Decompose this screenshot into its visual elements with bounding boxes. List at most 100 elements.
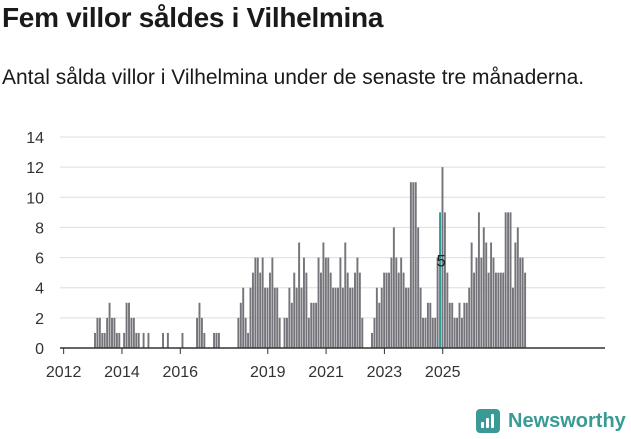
bar (446, 272, 449, 348)
bar (312, 302, 315, 348)
bar (332, 287, 335, 348)
bar (217, 332, 220, 348)
newsworthy-logo-text: Newsworthy (508, 409, 626, 432)
highlight-bar (439, 212, 442, 348)
bar (390, 257, 393, 348)
bar (108, 302, 111, 348)
bar (514, 242, 517, 348)
bar (327, 257, 330, 348)
bar (213, 332, 216, 348)
bar (504, 212, 507, 348)
y-tick-label: 0 (35, 341, 44, 358)
bar (303, 257, 305, 348)
bar (509, 212, 512, 348)
y-tick-label: 8 (35, 220, 44, 237)
y-tick-label: 10 (26, 190, 44, 207)
bar-chart: 0 2 4 6 8 10 12 14 2012 2014 2016 2019 2021 2023 2025 5 (26, 130, 605, 381)
bar (101, 332, 104, 348)
bar (130, 317, 133, 348)
bar (196, 317, 199, 348)
bar (320, 272, 322, 348)
bar (373, 317, 376, 348)
bar (480, 257, 483, 348)
bar (317, 257, 320, 348)
bar (300, 287, 303, 348)
bar (315, 302, 318, 348)
bar (507, 212, 510, 348)
x-tick-label: 2025 (425, 364, 461, 381)
bar (383, 272, 386, 348)
bar (361, 317, 364, 348)
bar (502, 272, 505, 348)
bar (106, 317, 109, 348)
bar (482, 227, 485, 348)
bar (400, 257, 403, 348)
bar (436, 257, 439, 348)
bar (453, 317, 456, 348)
page-subtitle: Antal sålda villor i Vilhelmina under de… (2, 66, 585, 89)
bar (307, 317, 310, 348)
bar (288, 287, 291, 348)
bar (492, 257, 495, 348)
bar (511, 287, 514, 348)
bar (346, 272, 349, 348)
bar (203, 332, 206, 348)
bar (524, 272, 527, 348)
bar (339, 257, 342, 348)
bar (358, 272, 361, 348)
bar (463, 302, 466, 348)
bar (237, 317, 240, 348)
bar (249, 287, 252, 348)
bar (132, 317, 135, 348)
bar (419, 287, 422, 348)
bar (337, 287, 339, 348)
bar (137, 332, 140, 348)
page-title: Fem villor såldes i Vilhelmina (2, 2, 384, 33)
x-tick-label: 2023 (367, 364, 403, 381)
bar (251, 272, 254, 348)
bar (276, 287, 279, 348)
bar (485, 242, 488, 348)
bar (375, 287, 378, 348)
bar (200, 317, 203, 348)
x-tick-label: 2014 (104, 364, 140, 381)
bar (351, 287, 354, 348)
bar (293, 272, 296, 348)
bar (521, 257, 524, 348)
bar (497, 272, 500, 348)
bar (285, 317, 288, 348)
bar (264, 287, 267, 348)
bar (268, 272, 271, 348)
bar (278, 317, 281, 348)
bar (456, 317, 459, 348)
bar (487, 272, 490, 348)
bar (324, 257, 327, 348)
bar (256, 257, 259, 348)
bar (295, 287, 298, 348)
bar (422, 317, 424, 348)
bar (305, 272, 308, 348)
bar (397, 272, 400, 348)
bar (215, 332, 218, 348)
bar (96, 317, 99, 348)
bar (111, 317, 113, 348)
bar (441, 167, 444, 348)
bar (329, 272, 332, 348)
bar (273, 287, 276, 348)
bar (385, 272, 388, 348)
bar (417, 227, 420, 348)
bar (380, 287, 383, 348)
bar (414, 182, 417, 348)
x-tick-label: 2021 (308, 364, 344, 381)
bar (473, 272, 476, 348)
bar (283, 317, 286, 348)
newsworthy-logo: Newsworthy (476, 409, 626, 433)
bar (477, 212, 480, 348)
bar (429, 302, 432, 348)
bar (344, 242, 347, 348)
y-tick-label: 4 (35, 281, 44, 298)
bar (118, 332, 121, 348)
x-tick-label: 2012 (46, 364, 82, 381)
bar (388, 272, 390, 348)
bar (402, 272, 405, 348)
